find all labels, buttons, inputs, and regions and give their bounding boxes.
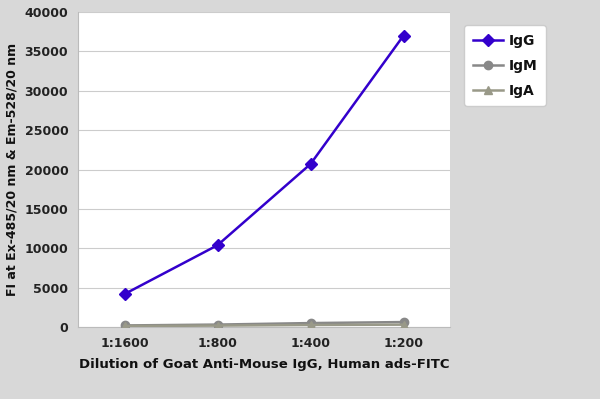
IgA — [307, 322, 314, 327]
Line: IgM: IgM — [121, 318, 407, 330]
IgM — [121, 323, 128, 328]
Legend: IgG, IgM, IgA: IgG, IgM, IgA — [464, 25, 546, 106]
X-axis label: Dilution of Goat Anti-Mouse IgG, Human ads-FITC: Dilution of Goat Anti-Mouse IgG, Human a… — [79, 358, 449, 371]
Line: IgG: IgG — [121, 32, 407, 298]
Line: IgA: IgA — [121, 320, 407, 330]
IgA — [121, 324, 128, 328]
IgA — [400, 322, 407, 327]
IgG — [214, 243, 221, 248]
IgG — [121, 292, 128, 296]
IgM — [400, 320, 407, 324]
IgM — [214, 322, 221, 327]
IgM — [307, 321, 314, 326]
IgA — [214, 323, 221, 328]
IgG — [307, 162, 314, 166]
IgG — [400, 33, 407, 38]
Y-axis label: FI at Ex-485/20 nm & Em-528/20 nm: FI at Ex-485/20 nm & Em-528/20 nm — [6, 43, 19, 296]
